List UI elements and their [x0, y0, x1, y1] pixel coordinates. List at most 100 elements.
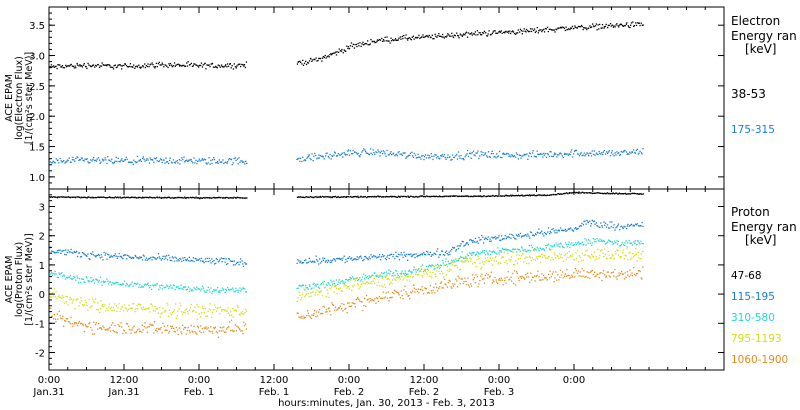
data-point: [400, 153, 403, 155]
data-point: [135, 66, 137, 68]
data-point: [608, 192, 610, 194]
data-point: [429, 284, 432, 287]
data-point: [79, 159, 81, 161]
data-point: [635, 273, 638, 275]
data-point: [365, 276, 368, 279]
data-point: [560, 26, 562, 29]
data-point: [588, 255, 590, 257]
data-point: [393, 39, 395, 42]
data-point: [184, 257, 186, 259]
data-point: [350, 277, 352, 279]
data-point: [378, 256, 380, 258]
data-point: [132, 163, 134, 165]
data-point: [630, 193, 632, 195]
data-point: [239, 161, 241, 163]
data-point: [122, 160, 124, 162]
data-point: [561, 155, 563, 157]
data-point: [409, 154, 411, 156]
data-point: [541, 153, 543, 155]
data-point: [545, 194, 548, 197]
data-point: [174, 162, 177, 164]
data-point: [544, 27, 547, 30]
data-point: [149, 311, 151, 313]
data-point: [457, 195, 459, 198]
data-point: [355, 277, 357, 280]
data-point: [374, 41, 376, 44]
data-point: [394, 155, 396, 157]
data-point: [345, 307, 347, 310]
data-point: [489, 238, 491, 240]
data-point: [532, 234, 534, 236]
data-point: [590, 192, 592, 194]
data-point: [335, 279, 337, 281]
data-point: [545, 247, 547, 249]
data-point: [317, 59, 319, 62]
data-point: [151, 324, 153, 326]
data-point: [483, 30, 486, 32]
data-point: [606, 151, 608, 153]
data-point: [496, 156, 499, 158]
data-point: [139, 159, 141, 162]
data-point: [374, 153, 376, 155]
data-point: [330, 259, 332, 262]
data-point: [602, 272, 604, 275]
data-point: [566, 246, 569, 248]
data-point: [587, 221, 589, 223]
data-point: [619, 193, 622, 195]
data-point: [574, 228, 576, 230]
data-point: [65, 66, 68, 68]
x-tick-label-6: 0:00: [488, 375, 510, 386]
data-point: [495, 238, 497, 240]
data-point: [562, 193, 565, 195]
data-point: [200, 311, 203, 314]
data-point: [209, 65, 211, 68]
data-point: [473, 33, 475, 35]
data-point: [403, 289, 405, 291]
data-point: [199, 197, 201, 199]
data-point: [194, 257, 196, 260]
data-point: [92, 333, 94, 335]
data-point: [604, 193, 607, 195]
data-point: [525, 28, 528, 31]
data-point: [317, 260, 319, 262]
data-point: [524, 248, 526, 250]
data-point: [466, 153, 468, 155]
data-point: [380, 274, 382, 276]
data-point: [213, 328, 216, 330]
data-point: [601, 24, 604, 26]
data-point: [365, 294, 368, 296]
data-point: [604, 25, 606, 28]
data-point: [438, 195, 440, 198]
data-point: [182, 288, 184, 290]
data-point: [407, 37, 410, 39]
data-point: [534, 233, 537, 235]
data-point: [427, 253, 429, 255]
data-point: [440, 281, 443, 283]
data-point: [131, 161, 133, 163]
data-point: [383, 151, 386, 153]
data-point: [190, 197, 192, 199]
data-point: [342, 282, 344, 285]
data-point: [366, 299, 368, 301]
data-point: [487, 253, 489, 255]
data-point: [558, 257, 560, 259]
data-point: [326, 196, 328, 198]
data-point: [220, 161, 222, 163]
data-point: [245, 291, 247, 293]
data-point: [237, 326, 239, 328]
data-point: [242, 287, 244, 289]
data-point: [354, 280, 356, 282]
data-point: [340, 153, 343, 156]
data-point: [434, 252, 436, 254]
data-point: [318, 308, 321, 311]
data-point: [227, 327, 229, 329]
data-point: [215, 262, 217, 265]
data-point: [453, 259, 455, 261]
data-point: [497, 282, 499, 285]
legend-entry-2-0: 47-68: [731, 270, 762, 282]
data-point: [578, 155, 581, 157]
data-point: [192, 196, 194, 198]
data-point: [370, 254, 372, 256]
data-point: [160, 327, 162, 329]
data-point: [319, 262, 322, 264]
